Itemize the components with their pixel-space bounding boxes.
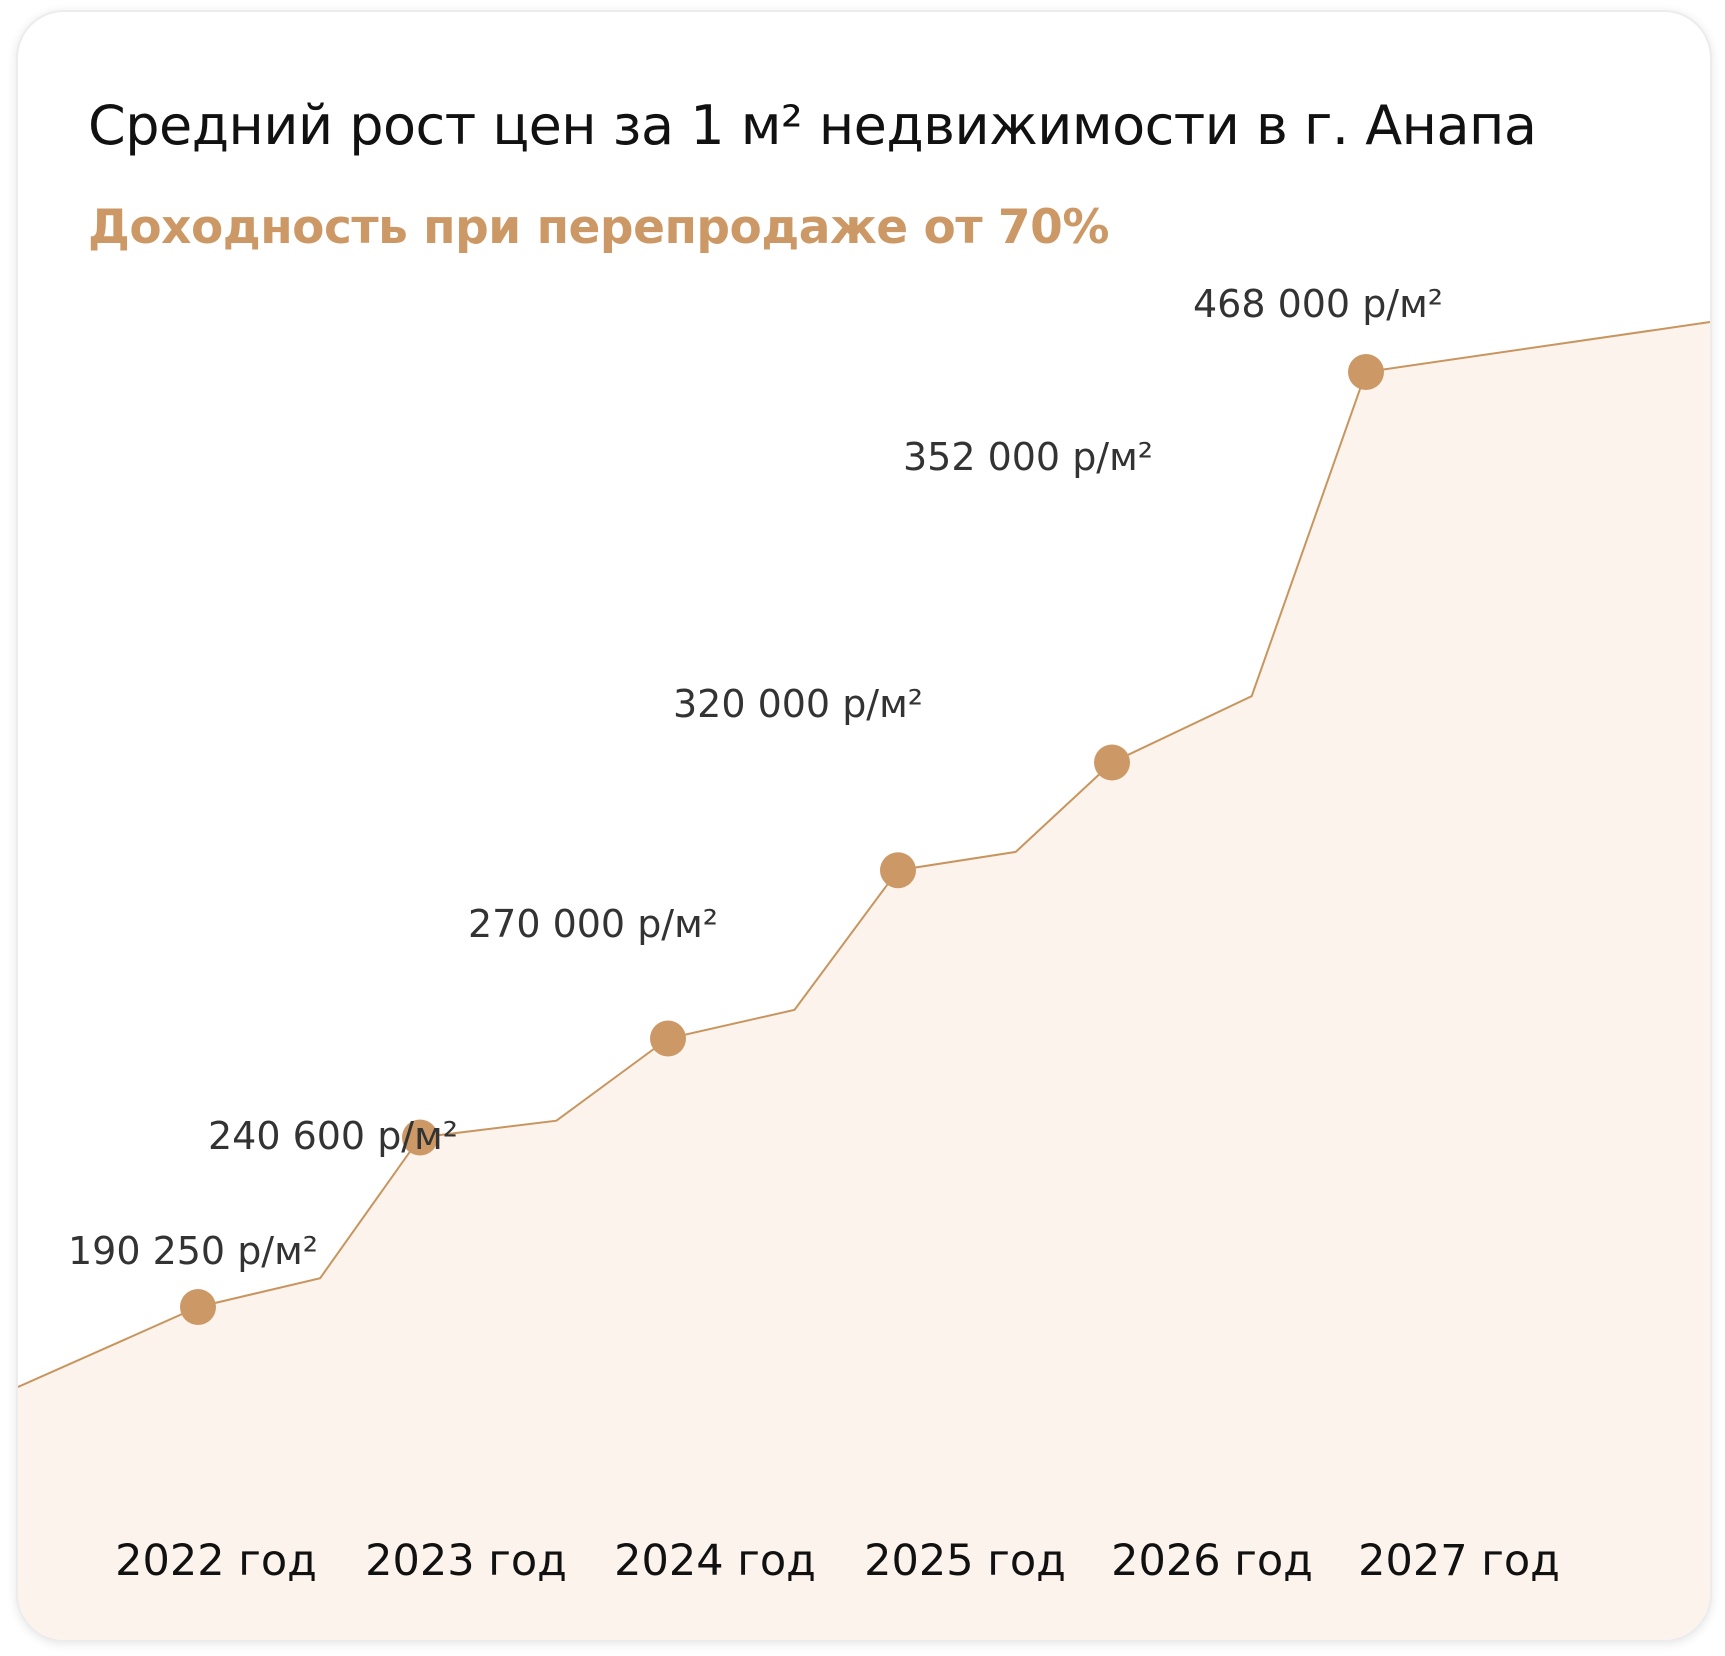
chart-subtitle: Доходность при перепродаже от 70% xyxy=(88,200,1109,255)
x-tick-label-6: 2027 год xyxy=(1358,1536,1560,1586)
data-point-2 xyxy=(402,1119,438,1156)
chart-title: Средний рост цен за 1 м² недвижимости в … xyxy=(88,94,1537,157)
data-point-1 xyxy=(180,1289,216,1325)
data-label-1: 190 250 р/м² xyxy=(68,1229,318,1273)
chart-card: 190 250 р/м² 240 600 р/м² 270 000 р/м² 320 … xyxy=(16,10,1712,1642)
data-label-3: 270 000 р/м² xyxy=(468,902,718,946)
x-tick-label-4: 2025 год xyxy=(864,1536,1066,1586)
x-tick-label-5: 2026 год xyxy=(1111,1536,1313,1586)
data-point-5 xyxy=(1094,744,1130,781)
data-point-6 xyxy=(1348,354,1384,390)
data-label-5: 352 000 р/м² xyxy=(903,435,1153,479)
chart-area-fill xyxy=(18,322,1710,1640)
x-tick-label-1: 2022 год xyxy=(115,1536,317,1586)
data-point-4 xyxy=(880,852,916,889)
x-tick-label-3: 2024 год xyxy=(614,1536,816,1586)
data-label-4: 320 000 р/м² xyxy=(673,682,923,726)
data-point-3 xyxy=(650,1020,686,1057)
price-growth-chart: 190 250 р/м² 240 600 р/м² 270 000 р/м² 320 … xyxy=(18,282,1710,1640)
data-label-6: 468 000 р/м² xyxy=(1193,282,1443,326)
data-label-2: 240 600 р/м² xyxy=(208,1114,458,1158)
chart-series-line xyxy=(18,321,1710,1388)
chart-marks: 190 250 р/м² 240 600 р/м² 270 000 р/м² 320 … xyxy=(68,282,1560,1586)
x-tick-label-2: 2023 год xyxy=(365,1536,567,1586)
